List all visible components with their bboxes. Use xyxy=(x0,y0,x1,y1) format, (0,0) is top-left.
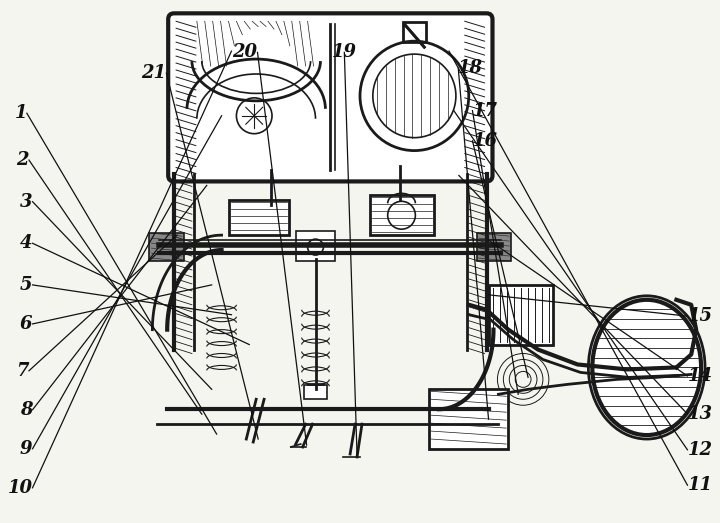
Bar xyxy=(150,233,184,261)
Text: 5: 5 xyxy=(20,276,32,294)
Text: 11: 11 xyxy=(688,476,713,494)
Bar xyxy=(489,285,553,345)
Text: 12: 12 xyxy=(688,441,713,459)
Bar xyxy=(296,231,336,261)
Text: 16: 16 xyxy=(472,132,498,150)
Text: 2: 2 xyxy=(17,151,29,169)
Ellipse shape xyxy=(593,300,701,435)
Bar xyxy=(304,385,328,399)
Text: 15: 15 xyxy=(688,307,713,325)
Bar xyxy=(477,233,511,261)
Text: 1: 1 xyxy=(14,104,27,122)
Text: 13: 13 xyxy=(688,405,713,423)
Text: 3: 3 xyxy=(20,192,32,211)
Text: 20: 20 xyxy=(233,43,258,61)
Bar xyxy=(402,22,426,42)
Text: 9: 9 xyxy=(20,440,32,458)
Text: 6: 6 xyxy=(20,315,32,333)
Text: 10: 10 xyxy=(7,479,32,497)
Text: 7: 7 xyxy=(17,362,29,380)
Text: 14: 14 xyxy=(688,367,713,385)
Text: 21: 21 xyxy=(141,64,166,82)
Bar xyxy=(370,196,434,235)
Text: 17: 17 xyxy=(472,101,498,120)
Text: 19: 19 xyxy=(332,43,357,61)
Text: 4: 4 xyxy=(20,234,32,252)
Circle shape xyxy=(307,239,323,255)
Text: 8: 8 xyxy=(20,401,32,419)
FancyBboxPatch shape xyxy=(168,13,492,181)
Text: 18: 18 xyxy=(458,59,483,77)
Bar xyxy=(429,389,508,449)
Bar xyxy=(230,200,289,235)
